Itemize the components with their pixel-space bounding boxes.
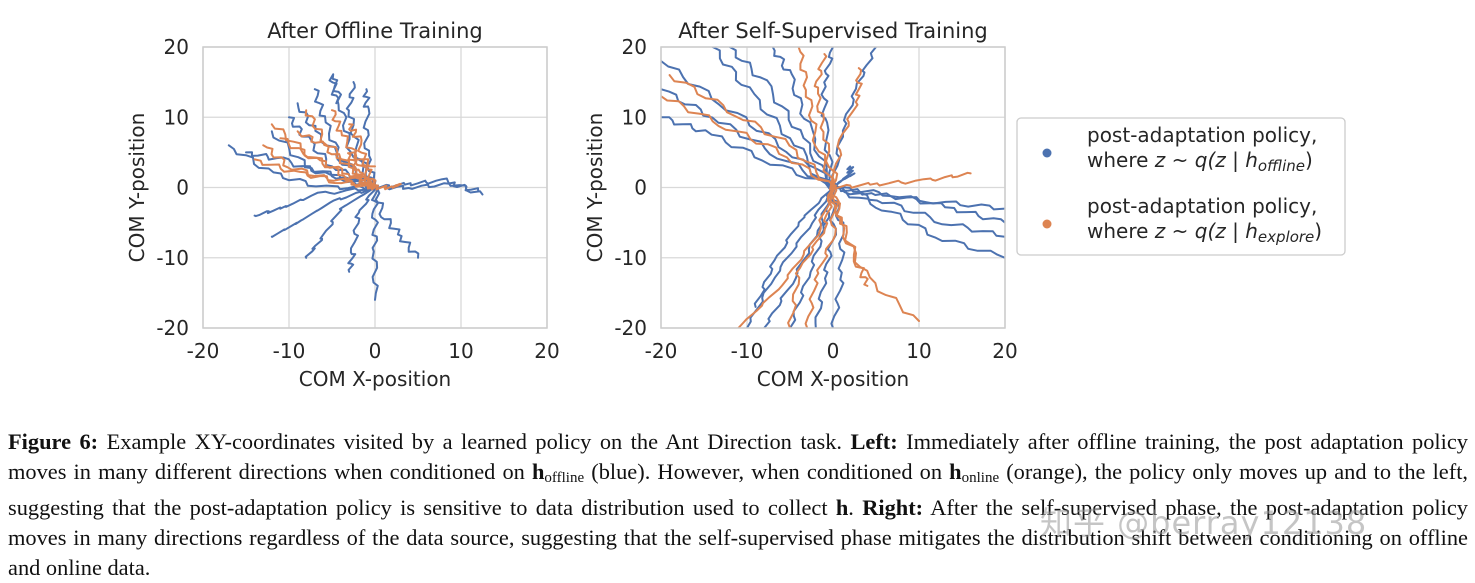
- orange-trajectory: [813, 53, 835, 191]
- plot-frame: [660, 46, 1006, 329]
- x-tick-label: 0: [369, 339, 382, 363]
- blue-trajectory: [753, 184, 837, 308]
- x-tick-label: -20: [187, 339, 220, 363]
- x-tick-label: 20: [534, 339, 559, 363]
- blue-trajectory: [832, 185, 1005, 238]
- y-tick-label: 20: [622, 35, 647, 59]
- y-tick-label: 10: [622, 105, 647, 129]
- caption-h-offline-sub: offline: [544, 470, 585, 486]
- orange-trajectory: [797, 47, 835, 190]
- orange-trajectory: [804, 184, 837, 328]
- blue-trajectory: [371, 188, 420, 259]
- orange-trajectory: [279, 137, 373, 191]
- orange-trajectory: [787, 184, 837, 328]
- blue-trajectory: [711, 47, 832, 191]
- caption-left-label: Left:: [850, 429, 898, 454]
- caption-fig-label: Figure 6:: [8, 429, 99, 454]
- caption-h-online-sub: online: [961, 470, 1000, 486]
- y-tick-label: 20: [164, 35, 189, 59]
- legend-line2: where z ~ q(z | hexplore): [1087, 219, 1322, 246]
- blue-trajectory: [227, 144, 377, 191]
- y-tick-label: -10: [614, 246, 647, 270]
- caption-h-online: h: [949, 459, 962, 484]
- blue-trajectory: [814, 185, 837, 328]
- y-tick-label: -20: [614, 316, 647, 340]
- x-tick-label: 0: [827, 339, 840, 363]
- legend-box: [1016, 117, 1346, 256]
- caption-part5: .: [848, 495, 863, 520]
- watermark: 知乎 @berray12138: [1040, 504, 1368, 542]
- plot-frame: [202, 46, 548, 329]
- blue-trajectory: [661, 88, 833, 190]
- orange-trajectory: [661, 95, 835, 188]
- figure-caption: Figure 6: Example XY-coordinates visited…: [8, 427, 1468, 583]
- blue-trajectory: [728, 47, 833, 190]
- x-tick-label: -10: [273, 339, 306, 363]
- legend-line1: post-adaptation policy,: [1087, 194, 1317, 218]
- y-tick-label: -20: [156, 316, 189, 340]
- legend: post-adaptation policy,where z ~ q(z | h…: [1016, 117, 1346, 256]
- legend-marker: [1042, 219, 1052, 229]
- y-tick-label: 0: [176, 176, 189, 200]
- legend-line1: post-adaptation policy,: [1087, 123, 1317, 147]
- y-tick-label: 0: [634, 176, 647, 200]
- plot-title: After Offline Training: [267, 19, 483, 43]
- blue-trajectory: [270, 184, 379, 238]
- trajectory-group: [661, 47, 1005, 328]
- caption-right-label: Right:: [862, 495, 924, 520]
- blue-trajectory: [661, 116, 832, 191]
- caption-part4: (orange), the policy only moves up and t…: [8, 459, 1469, 520]
- blue-trajectory: [830, 187, 1005, 259]
- orange-trajectory: [829, 67, 863, 191]
- blue-trajectory: [831, 47, 877, 187]
- y-axis-label: COM Y-position: [125, 113, 149, 263]
- orange-trajectory: [668, 74, 837, 187]
- blue-trajectory: [746, 186, 834, 328]
- blue-trajectory: [304, 184, 379, 259]
- blue-trajectory: [829, 186, 1005, 224]
- trajectory-group: [227, 73, 484, 301]
- caption-part3: (blue). However, when conditioned on: [584, 459, 950, 484]
- caption-h: h: [835, 495, 849, 520]
- orange-trajectory: [347, 151, 379, 188]
- caption-part1: Example XY-coordinates visited by a lear…: [98, 429, 851, 454]
- blue-trajectory: [362, 88, 376, 189]
- orange-trajectory: [831, 185, 869, 287]
- caption-part6: After the self-supervised phase, the pos…: [8, 495, 1468, 580]
- blue-trajectory: [347, 185, 377, 273]
- caption-h-offline: h: [531, 459, 545, 484]
- figure-canvas: -20 -10 0 10 20 20 10 0 -10 -20 After Offline Trai…: [125, 19, 1346, 391]
- x-tick-label: -20: [645, 339, 678, 363]
- plot-title: After Self-Supervised Training: [678, 19, 988, 43]
- x-axis-label: COM X-position: [757, 367, 909, 391]
- blue-trajectory: [371, 187, 379, 301]
- caption-part2: Immediately after offline training, the …: [8, 429, 1468, 484]
- y-tick-label: 10: [164, 105, 189, 129]
- x-tick-label: 20: [992, 339, 1017, 363]
- y-tick-label: -10: [156, 246, 189, 270]
- x-axis-label: COM X-position: [299, 367, 451, 391]
- blue-trajectory: [371, 181, 480, 192]
- orange-trajectory: [737, 185, 836, 328]
- plot-panel-1: -20 -10 0 10 20 20 10 0 -10 -20 After Offline Trai…: [125, 19, 560, 391]
- plot-panel-2: -20 -10 0 10 20 20 10 0 -10 -20 After Self-Supervi…: [583, 19, 1018, 391]
- legend-line2: where z ~ q(z | hoffline): [1087, 148, 1313, 175]
- blue-trajectory: [820, 47, 837, 187]
- blue-trajectory: [253, 185, 379, 218]
- orange-trajectory: [829, 171, 972, 190]
- x-tick-label: 10: [906, 339, 931, 363]
- blue-trajectory: [771, 47, 835, 189]
- x-tick-label: 10: [448, 339, 473, 363]
- orange-trajectory: [375, 182, 402, 191]
- x-tick-label: -10: [731, 339, 764, 363]
- orange-trajectory: [331, 109, 376, 191]
- legend-marker: [1042, 148, 1052, 158]
- y-axis-label: COM Y-position: [583, 113, 607, 263]
- orange-trajectory: [253, 158, 376, 190]
